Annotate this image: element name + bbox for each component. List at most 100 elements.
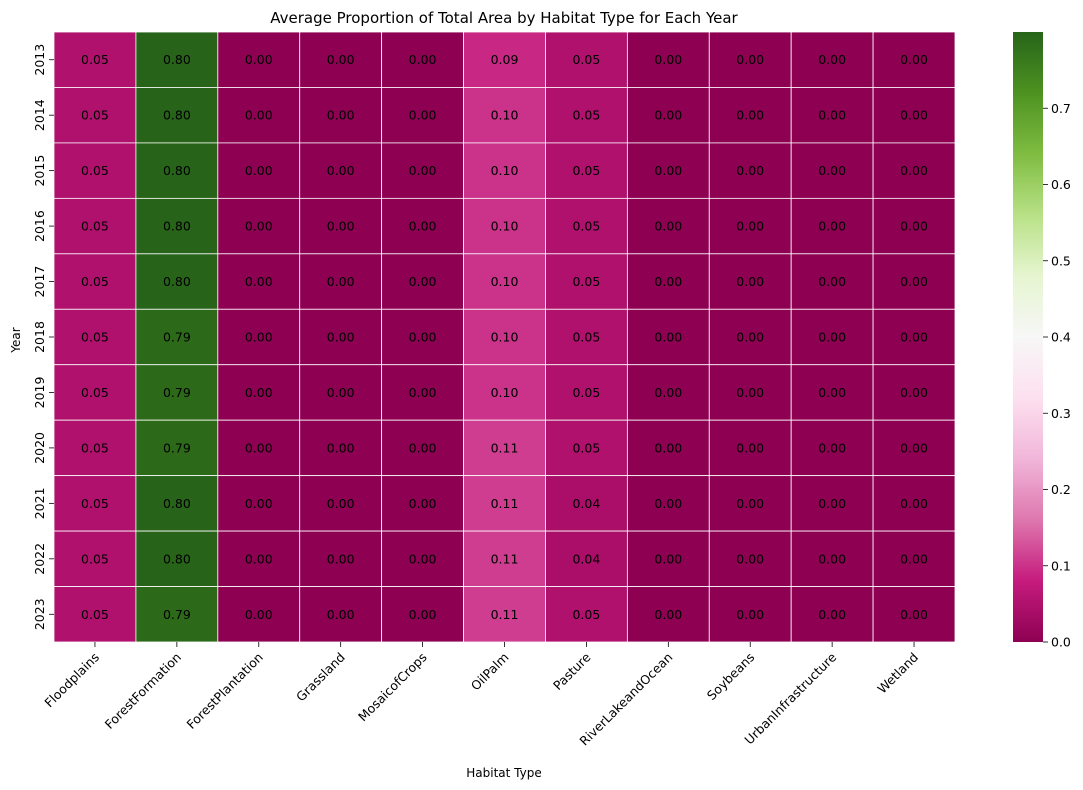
cell-value-label: 0.10 — [491, 219, 519, 234]
heatmap-cell — [872, 253, 956, 310]
cell-value-label: 0.05 — [81, 551, 109, 566]
cell-value-label: 0.80 — [163, 274, 191, 289]
cell-value-label: 0.11 — [491, 440, 519, 455]
x-tick-label: UrbanInfrastructure — [741, 649, 839, 747]
heatmap-cell — [790, 475, 874, 532]
heatmap-cell — [626, 364, 710, 421]
cell-value-label: 0.00 — [900, 496, 928, 511]
heatmap-cell — [299, 364, 383, 421]
heatmap-cell — [872, 87, 956, 144]
colorbar: 0.0 0.1 0.2 0.3 0.4 0.5 0.6 0.7 — [1013, 32, 1071, 650]
cell-value-label: 0.00 — [736, 385, 764, 400]
cell-value-label: 0.00 — [245, 274, 273, 289]
heatmap-cell — [53, 475, 137, 532]
heatmap-cell — [872, 419, 956, 477]
heatmap-cell — [545, 87, 628, 144]
cell-value-label: 0.00 — [654, 274, 682, 289]
x-tick-label: Pasture — [550, 649, 594, 693]
colorbar-tick-label: 0.4 — [1051, 330, 1071, 345]
cell-value-label: 0.00 — [900, 219, 928, 234]
cell-value-label: 0.05 — [572, 108, 600, 123]
cell-value-label: 0.00 — [900, 385, 928, 400]
cell-value-label: 0.11 — [491, 496, 519, 511]
heatmap-cell — [135, 364, 219, 421]
cell-value-label: 0.00 — [245, 163, 273, 178]
cell-value-label: 0.05 — [81, 108, 109, 123]
cell-value-label: 0.00 — [900, 440, 928, 455]
cell-value-label: 0.05 — [572, 163, 600, 178]
cell-value-label: 0.10 — [491, 330, 519, 345]
colorbar-gradient — [1013, 32, 1043, 642]
cell-value-label: 0.05 — [572, 330, 600, 345]
x-tick-label: OilPalm — [468, 650, 512, 694]
y-tick-label: 2019 — [32, 377, 47, 409]
cell-value-label: 0.00 — [736, 163, 764, 178]
cell-value-label: 0.05 — [81, 52, 109, 67]
cell-value-label: 0.05 — [572, 440, 600, 455]
cell-value-label: 0.80 — [163, 163, 191, 178]
heatmap-cell — [135, 31, 219, 88]
heatmap-cell — [872, 530, 956, 587]
x-tick-label: ForestPlantation — [184, 650, 266, 732]
cell-value-label: 0.00 — [818, 330, 846, 345]
heatmap-cell — [463, 475, 546, 532]
heatmap-cell — [217, 475, 301, 532]
cell-value-label: 0.00 — [736, 330, 764, 345]
cell-value-label: 0.79 — [163, 385, 191, 400]
heatmap-cell — [135, 419, 219, 477]
heatmap-cell — [463, 530, 546, 587]
heatmap-cell — [872, 364, 956, 421]
heatmap-cell — [463, 253, 546, 310]
heatmap-cell-labels: 0.05 0.80 0.00 0.00 0.00 0.09 0.05 0.00 0.00 0.00… — [81, 52, 928, 622]
colorbar-tick-label: 0.7 — [1051, 101, 1071, 116]
heatmap-cell — [463, 87, 546, 144]
cell-value-label: 0.05 — [81, 330, 109, 345]
cell-value-label: 0.00 — [736, 551, 764, 566]
cell-value-label: 0.80 — [163, 219, 191, 234]
cell-value-label: 0.00 — [900, 607, 928, 622]
cell-value-label: 0.11 — [491, 551, 519, 566]
cell-value-label: 0.00 — [654, 52, 682, 67]
heatmap-cell — [790, 586, 874, 643]
cell-value-label: 0.00 — [818, 385, 846, 400]
cell-value-label: 0.00 — [327, 496, 355, 511]
heatmap-cell — [708, 197, 792, 255]
cell-value-label: 0.05 — [81, 440, 109, 455]
y-axis-label: Year — [9, 327, 23, 353]
cell-value-label: 0.05 — [81, 219, 109, 234]
y-tick-label: 2018 — [32, 321, 47, 353]
cell-value-label: 0.11 — [491, 607, 519, 622]
cell-value-label: 0.05 — [81, 607, 109, 622]
cell-value-label: 0.00 — [245, 496, 273, 511]
cell-value-label: 0.79 — [163, 607, 191, 622]
heatmap-cell — [381, 197, 464, 255]
heatmap-cell — [381, 87, 464, 144]
x-axis-ticks: Floodplains ForestFormation ForestPlantati… — [41, 642, 921, 749]
colorbar-tick-label: 0.1 — [1051, 558, 1071, 573]
cell-value-label: 0.05 — [81, 496, 109, 511]
heatmap-cell — [135, 253, 219, 310]
heatmap-cell — [708, 253, 792, 310]
heatmap-cell — [790, 419, 874, 477]
heatmap-cell — [299, 31, 383, 88]
heatmap-cell — [790, 87, 874, 144]
cell-value-label: 0.00 — [736, 496, 764, 511]
cell-value-label: 0.00 — [327, 551, 355, 566]
cell-value-label: 0.00 — [327, 440, 355, 455]
x-tick-label: MosaicofCrops — [355, 650, 430, 725]
x-axis-label: Habitat Type — [466, 766, 541, 780]
heatmap-cell — [299, 419, 383, 477]
heatmap-cell — [545, 253, 628, 310]
y-tick-label: 2017 — [32, 266, 47, 298]
heatmap-cell — [217, 142, 301, 199]
heatmap-cell — [53, 31, 137, 88]
cell-value-label: 0.00 — [409, 496, 437, 511]
cell-value-label: 0.00 — [818, 108, 846, 123]
cell-value-label: 0.00 — [900, 274, 928, 289]
heatmap-cell — [545, 142, 628, 199]
cell-value-label: 0.00 — [327, 274, 355, 289]
cell-value-label: 0.79 — [163, 330, 191, 345]
colorbar-tick-label: 0.6 — [1051, 177, 1071, 192]
cell-value-label: 0.00 — [245, 330, 273, 345]
